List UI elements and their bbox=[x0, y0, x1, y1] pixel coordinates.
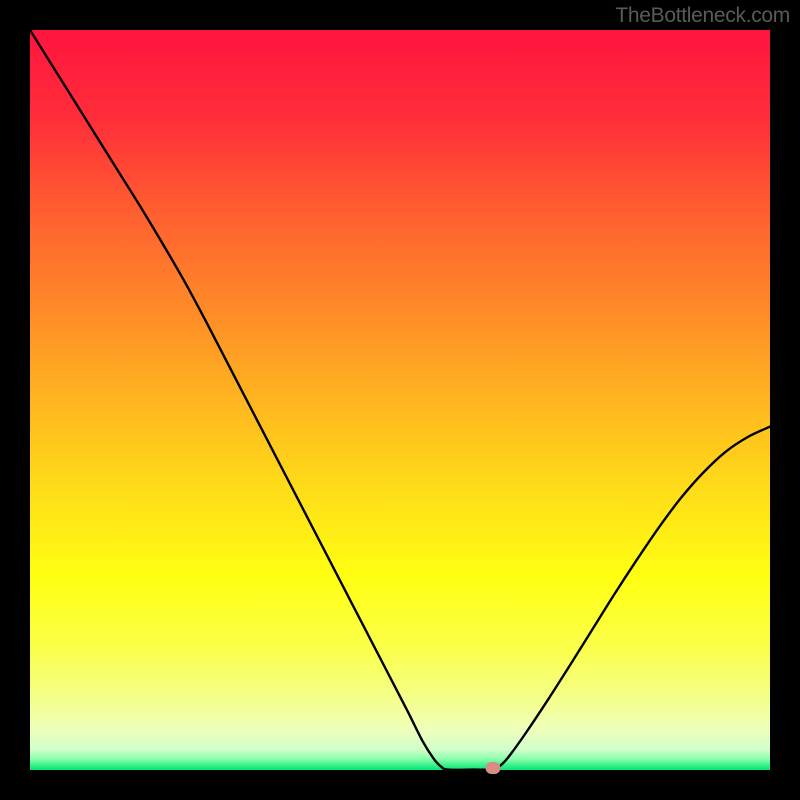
curve-path bbox=[30, 30, 770, 770]
watermark-text: TheBottleneck.com bbox=[615, 4, 790, 28]
bottleneck-curve bbox=[30, 30, 770, 770]
bottleneck-chart bbox=[30, 30, 770, 770]
optimal-point-marker bbox=[485, 762, 500, 774]
